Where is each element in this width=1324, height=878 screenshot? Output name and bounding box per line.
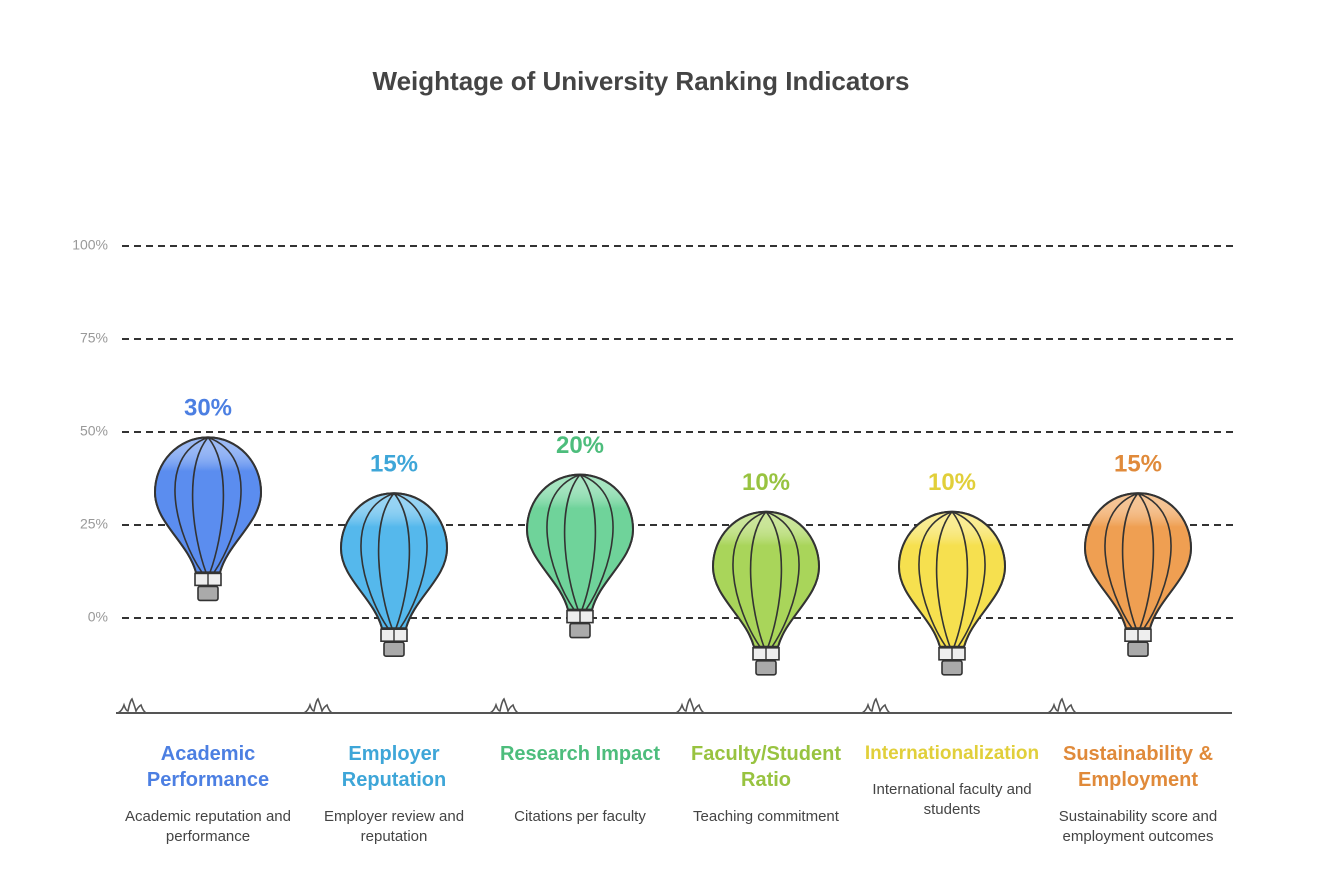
- category-description: Sustainability score and employment outc…: [1058, 808, 1218, 845]
- category-description: Employer review and reputation: [323, 808, 465, 845]
- envelope-outline: [897, 510, 1007, 648]
- envelope-outline: [711, 510, 821, 648]
- grass: [303, 697, 333, 714]
- basket: [1127, 641, 1149, 658]
- category-label: Employer Reputation: [341, 743, 447, 791]
- category-description: Teaching commitment: [693, 808, 839, 825]
- value-label: 15%: [1114, 451, 1162, 478]
- balloon: [525, 473, 635, 639]
- category-label: Faculty/Student Ratio: [690, 743, 841, 791]
- balloon: [897, 510, 1007, 676]
- y-tick-label: 75%: [80, 330, 108, 346]
- chart-title: Weightage of University Ranking Indicato…: [372, 66, 910, 96]
- category-label: Internationalization: [864, 743, 1040, 764]
- envelope-outline: [1083, 492, 1193, 630]
- balloon: [339, 492, 449, 658]
- basket: [197, 585, 219, 602]
- grass: [489, 697, 519, 714]
- envelope-outline: [153, 436, 263, 574]
- value-label: 15%: [370, 451, 418, 478]
- value-label: 10%: [742, 469, 790, 496]
- grass: [117, 697, 147, 714]
- y-tick-label: 0%: [88, 609, 108, 625]
- envelope-shade: [1085, 493, 1191, 629]
- grass: [861, 697, 891, 714]
- envelope-outline: [525, 473, 635, 611]
- rib: [1104, 492, 1172, 629]
- grass: [675, 697, 705, 714]
- value-label: 20%: [556, 432, 604, 459]
- rib: [918, 511, 986, 648]
- basket: [755, 659, 777, 676]
- basket: [941, 659, 963, 676]
- rib: [732, 511, 800, 648]
- envelope-shade: [713, 511, 819, 647]
- category-description: Citations per faculty: [514, 808, 646, 825]
- value-label: 30%: [184, 395, 232, 422]
- envelope-shade: [899, 511, 1005, 647]
- grass: [1047, 697, 1077, 714]
- category-description: International faculty and students: [872, 781, 1032, 818]
- category-label: Research Impact: [499, 743, 661, 765]
- category-label: Academic Performance: [146, 743, 270, 791]
- category-description: Academic reputation and performance: [125, 808, 291, 845]
- category-label: Sustainability & Employment: [1062, 743, 1214, 791]
- balloon: [1083, 492, 1193, 658]
- basket: [383, 641, 405, 658]
- envelope-shade: [341, 493, 447, 629]
- envelope-shade: [527, 474, 633, 610]
- envelope-shade: [155, 437, 261, 573]
- balloon: [153, 436, 263, 602]
- y-tick-label: 100%: [72, 237, 108, 253]
- rib: [546, 473, 614, 611]
- y-tick-label: 50%: [80, 423, 108, 439]
- rib: [360, 492, 428, 629]
- envelope-outline: [339, 492, 449, 630]
- balloon: [711, 510, 821, 676]
- rib: [174, 436, 242, 573]
- value-label: 10%: [928, 469, 976, 496]
- y-tick-label: 25%: [80, 516, 108, 532]
- basket: [569, 622, 591, 639]
